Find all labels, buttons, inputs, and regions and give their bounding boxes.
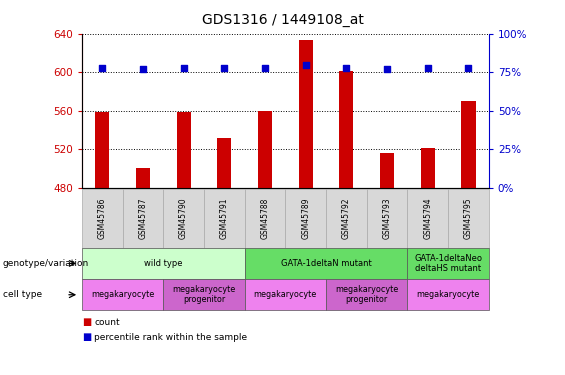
Text: percentile rank within the sample: percentile rank within the sample — [94, 333, 247, 342]
Text: megakaryocyte: megakaryocyte — [416, 290, 480, 299]
Bar — [298, 39, 313, 188]
Point — [383, 66, 392, 72]
Text: GSM45793: GSM45793 — [383, 198, 392, 239]
Point — [179, 64, 188, 70]
Point — [423, 64, 432, 70]
Text: GSM45794: GSM45794 — [423, 198, 432, 239]
Point — [301, 62, 310, 68]
Bar — [95, 112, 110, 188]
Text: GSM45789: GSM45789 — [301, 198, 310, 239]
Text: GSM45795: GSM45795 — [464, 198, 473, 239]
Bar — [380, 153, 394, 188]
Text: GSM45792: GSM45792 — [342, 198, 351, 239]
Text: count: count — [94, 318, 120, 327]
Text: GSM45787: GSM45787 — [138, 198, 147, 239]
Point — [342, 64, 351, 70]
Bar — [420, 148, 435, 188]
Text: ■: ■ — [82, 332, 91, 342]
Text: GSM45786: GSM45786 — [98, 198, 107, 239]
Bar — [258, 111, 272, 188]
Text: megakaryocyte
progenitor: megakaryocyte progenitor — [335, 285, 398, 304]
Text: megakaryocyte: megakaryocyte — [254, 290, 317, 299]
Text: GSM45790: GSM45790 — [179, 198, 188, 239]
Text: GATA-1deltaN mutant: GATA-1deltaN mutant — [281, 259, 371, 268]
Text: GSM45788: GSM45788 — [260, 198, 270, 239]
Bar — [136, 168, 150, 188]
Bar — [176, 112, 191, 188]
Bar — [217, 138, 232, 188]
Point — [220, 64, 229, 70]
Point — [138, 66, 147, 72]
Text: GDS1316 / 1449108_at: GDS1316 / 1449108_at — [202, 13, 363, 27]
Bar — [461, 101, 476, 188]
Point — [464, 64, 473, 70]
Text: wild type: wild type — [144, 259, 182, 268]
Text: ■: ■ — [82, 317, 91, 327]
Text: cell type: cell type — [3, 290, 42, 299]
Bar — [339, 71, 354, 188]
Point — [98, 64, 107, 70]
Text: GATA-1deltaNeo
deltaHS mutant: GATA-1deltaNeo deltaHS mutant — [414, 254, 482, 273]
Text: megakaryocyte
progenitor: megakaryocyte progenitor — [172, 285, 236, 304]
Point — [260, 64, 270, 70]
Text: GSM45791: GSM45791 — [220, 198, 229, 239]
Text: megakaryocyte: megakaryocyte — [91, 290, 154, 299]
Text: genotype/variation: genotype/variation — [3, 259, 89, 268]
